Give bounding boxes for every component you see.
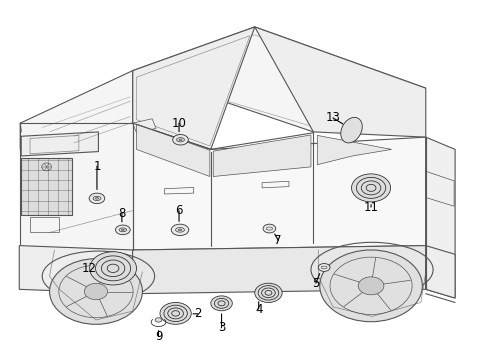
Ellipse shape: [84, 283, 108, 300]
Polygon shape: [133, 27, 255, 149]
Text: 1: 1: [93, 159, 101, 172]
Polygon shape: [426, 137, 455, 298]
Ellipse shape: [172, 135, 188, 145]
Text: 13: 13: [325, 111, 341, 125]
Polygon shape: [318, 135, 392, 165]
Ellipse shape: [49, 259, 143, 324]
Polygon shape: [19, 246, 133, 294]
Polygon shape: [133, 27, 426, 132]
Polygon shape: [21, 132, 98, 156]
Text: 8: 8: [118, 207, 125, 220]
Text: 6: 6: [175, 204, 183, 217]
Ellipse shape: [318, 264, 330, 271]
Ellipse shape: [320, 250, 422, 322]
Ellipse shape: [122, 229, 124, 230]
Polygon shape: [255, 27, 426, 137]
Polygon shape: [341, 117, 362, 143]
Polygon shape: [426, 246, 455, 298]
Ellipse shape: [263, 224, 276, 233]
Polygon shape: [133, 123, 426, 250]
Text: 5: 5: [312, 277, 319, 290]
Ellipse shape: [90, 252, 137, 285]
Ellipse shape: [171, 224, 189, 235]
Polygon shape: [133, 246, 426, 294]
Text: 7: 7: [274, 234, 282, 247]
Ellipse shape: [116, 225, 130, 235]
Ellipse shape: [255, 283, 282, 302]
Ellipse shape: [89, 193, 105, 204]
Ellipse shape: [178, 229, 182, 231]
Ellipse shape: [358, 277, 384, 295]
Polygon shape: [21, 158, 72, 215]
Text: 12: 12: [82, 262, 97, 275]
Polygon shape: [137, 124, 210, 176]
Ellipse shape: [211, 296, 232, 311]
Text: 2: 2: [194, 307, 201, 320]
Text: 10: 10: [172, 117, 187, 130]
Text: 11: 11: [364, 201, 379, 213]
Text: 9: 9: [155, 330, 162, 343]
Text: 4: 4: [255, 302, 263, 315]
Polygon shape: [133, 119, 156, 133]
Ellipse shape: [160, 302, 191, 324]
Ellipse shape: [96, 198, 98, 199]
Ellipse shape: [155, 318, 162, 322]
Ellipse shape: [179, 139, 182, 140]
Polygon shape: [20, 71, 133, 149]
Text: 3: 3: [218, 321, 225, 334]
Polygon shape: [20, 123, 133, 250]
Polygon shape: [213, 135, 311, 176]
Ellipse shape: [351, 174, 391, 202]
